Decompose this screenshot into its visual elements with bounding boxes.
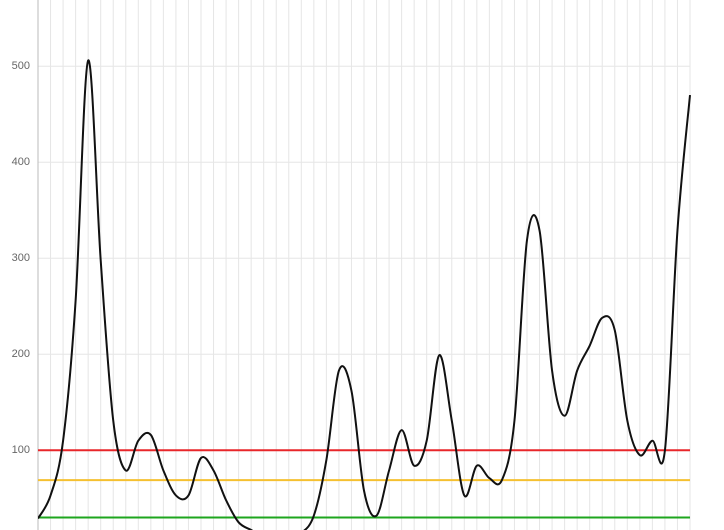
- y-tick-label: 400: [12, 156, 30, 168]
- y-tick-label: 200: [12, 348, 30, 360]
- y-tick-label: 300: [12, 252, 30, 264]
- y-tick-label: 500: [12, 60, 30, 72]
- y-tick-label: 100: [12, 444, 30, 456]
- data-line: [38, 59, 691, 530]
